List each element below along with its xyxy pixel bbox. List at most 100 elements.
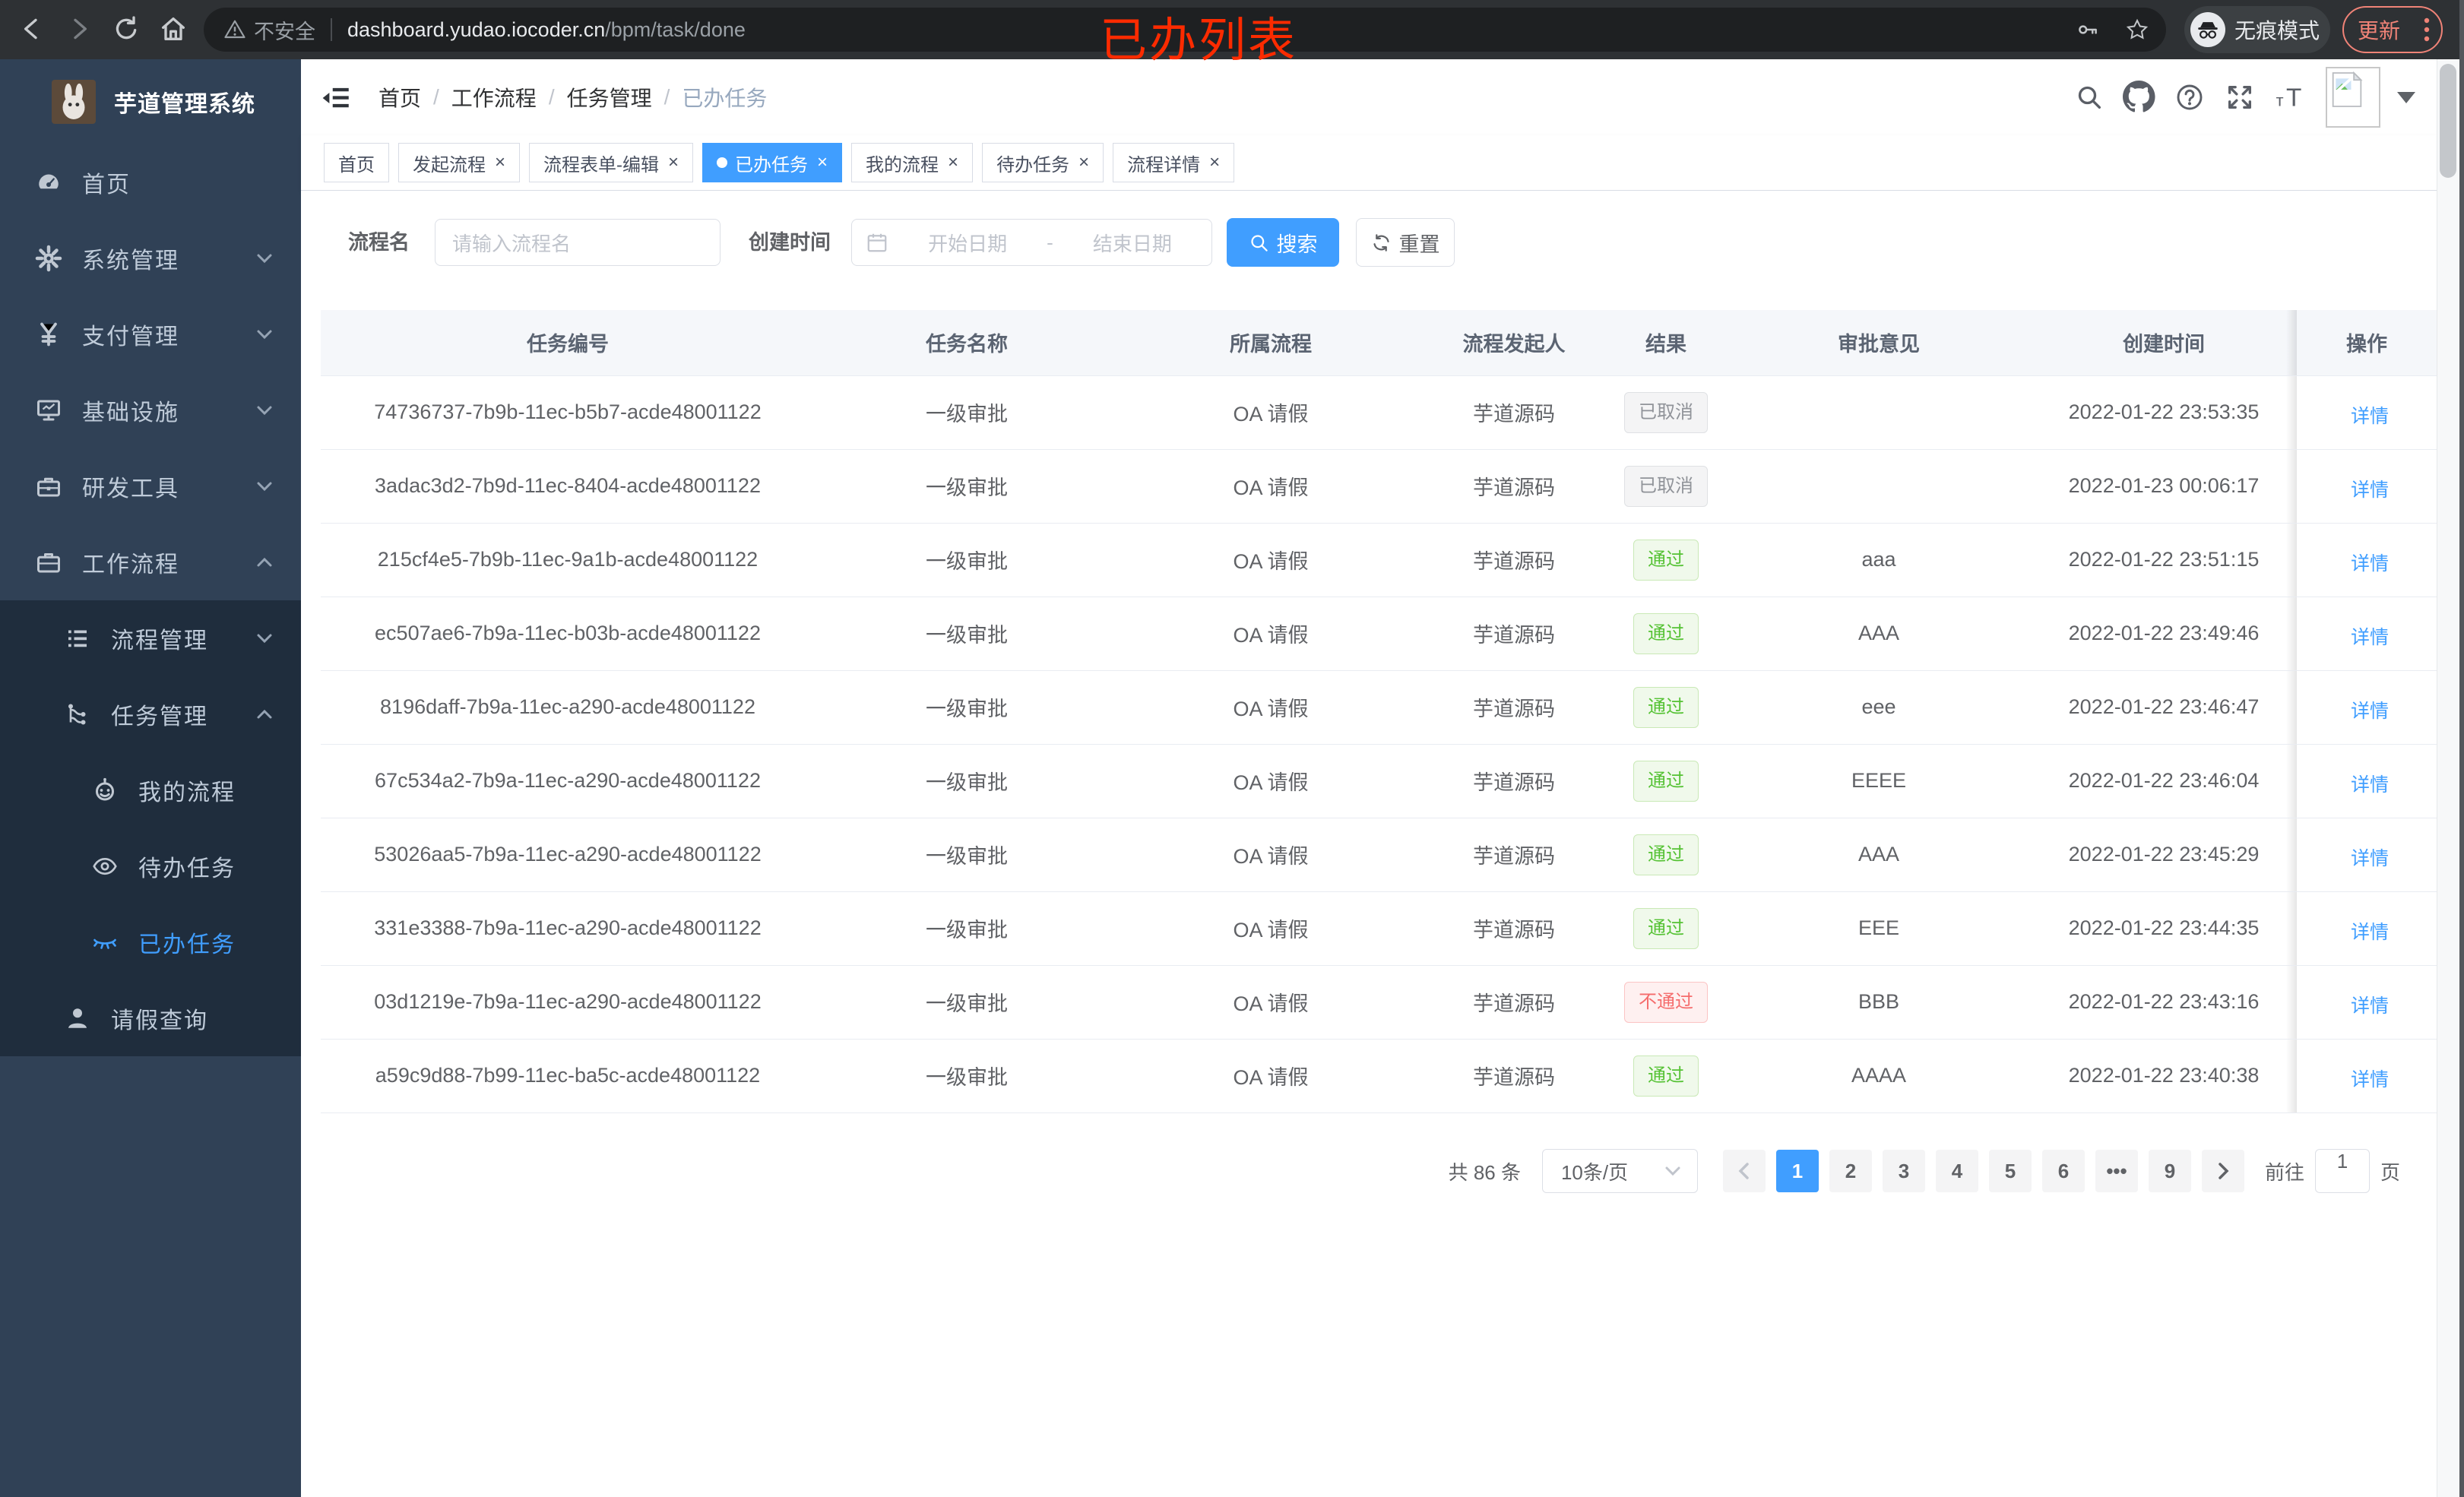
browser-menu-dots-icon[interactable] [2423,17,2431,42]
start-date-field[interactable]: 开始日期 [928,232,1008,255]
sidebar-logo-row[interactable]: 芋道管理系统 [0,59,301,144]
url-host: dashboard.yudao.iocoder.cn [347,17,606,41]
tab-close-icon[interactable]: × [817,152,828,172]
sidebar-item-待办任务[interactable]: 待办任务 [0,828,301,904]
sidebar-item-任务管理[interactable]: 任务管理 [0,676,301,752]
avatar-caret-down-icon[interactable] [2397,91,2415,103]
browser-forward-button[interactable] [64,14,96,46]
view-tab-已办任务[interactable]: 已办任务 × [702,143,843,182]
breadcrumb-item-工作流程[interactable]: 工作流程 [451,87,537,110]
sidebar-item-流程管理[interactable]: 流程管理 [0,600,301,676]
goto-page-input[interactable]: 1 [2314,1149,2370,1193]
detail-button[interactable]: 详情 [2350,774,2389,796]
app-title: 芋道管理系统 [114,92,255,117]
column-header-流程发起人: 流程发起人 [1423,310,1605,376]
github-icon[interactable] [2114,59,2165,135]
detail-button[interactable]: 详情 [2350,700,2389,722]
browser-update-button[interactable]: 更新 [2342,6,2443,53]
detail-button[interactable]: 详情 [2350,995,2389,1017]
next-page-button[interactable] [2201,1150,2244,1192]
result-badge: 通过 [1633,834,1699,875]
sidebar-item-支付管理[interactable]: 支付管理 [0,296,301,372]
page-button-5[interactable]: 5 [1988,1150,2032,1192]
page-size-select[interactable]: 10条/页 [1541,1149,1698,1193]
chevron-down-icon [254,628,275,649]
page-button-6[interactable]: 6 [2041,1150,2085,1192]
breadcrumb-separator: / [664,85,670,109]
detail-button[interactable]: 详情 [2350,552,2389,574]
sidebar-item-工作流程[interactable]: 工作流程 [0,524,301,600]
sidebar-item-研发工具[interactable]: 研发工具 [0,448,301,524]
column-header-所属流程: 所属流程 [1119,310,1423,376]
breadcrumb-separator: / [548,85,555,109]
reset-button[interactable]: 重置 [1356,218,1455,267]
address-bar[interactable]: 不安全 dashboard.yudao.iocoder.cn /bpm/task… [204,8,2166,52]
detail-button[interactable]: 详情 [2350,405,2389,427]
view-tab-我的流程[interactable]: 我的流程 × [851,143,974,182]
saved-password-key-icon[interactable] [2076,18,2099,41]
browser-back-button[interactable] [17,14,49,46]
breadcrumb-item-首页[interactable]: 首页 [378,87,422,110]
header-search-icon[interactable] [2064,59,2114,135]
detail-button[interactable]: 详情 [2350,479,2389,501]
result-badge: 已取消 [1624,391,1708,433]
scrollbar-thumb[interactable] [2440,64,2456,178]
view-tab-首页[interactable]: 首页 [324,143,389,182]
detail-button[interactable]: 详情 [2350,626,2389,648]
sidebar-item-我的流程[interactable]: 我的流程 [0,752,301,828]
view-tab-流程详情[interactable]: 流程详情 × [1113,143,1235,182]
view-tab-流程表单-编辑[interactable]: 流程表单-编辑 × [529,143,694,182]
result-badge: 不通过 [1624,981,1708,1023]
tab-close-icon[interactable]: × [948,152,959,172]
fullscreen-icon[interactable] [2215,59,2265,135]
browser-reload-button[interactable] [111,14,143,46]
column-header-操作: 操作 [2286,310,2437,376]
page-scrollbar[interactable] [2437,59,2459,1497]
breadcrumb-item-任务管理[interactable]: 任务管理 [566,87,652,110]
detail-button[interactable]: 详情 [2350,847,2389,869]
view-tab-待办任务[interactable]: 待办任务 × [982,143,1104,182]
sidebar-item-系统管理[interactable]: 系统管理 [0,220,301,296]
task-id-cell: 67c534a2-7b9a-11ec-a290-acde48001122 [321,744,815,818]
sidebar-item-请假查询[interactable]: 请假查询 [0,980,301,1056]
tab-close-icon[interactable]: × [668,152,679,172]
svg-text:т: т [2276,91,2284,110]
task-id-cell: 8196daff-7b9a-11ec-a290-acde48001122 [321,670,815,745]
eye-icon [91,853,119,880]
chevron-down-icon [254,476,275,497]
page-button-4[interactable]: 4 [1935,1150,1978,1192]
tree-icon [64,701,91,728]
sidebar-collapse-button[interactable] [321,82,353,114]
table-row: 03d1219e-7b9a-11ec-a290-acde48001122 一级审… [321,965,2437,1040]
total-count: 共 86 条 [1448,1160,1521,1184]
page-ellipsis[interactable]: ••• [2095,1150,2138,1192]
tab-close-icon[interactable]: × [1209,152,1221,172]
done-task-table: 任务编号 任务名称 所属流程 流程发起人 结果 审批意见 创建时间 操作 74736737-7… [321,310,2437,1113]
chevron-down-icon [254,248,275,269]
page-button-2[interactable]: 2 [1829,1150,1872,1192]
view-tab-发起流程[interactable]: 发起流程 × [398,143,521,182]
page-button-1[interactable]: 1 [1775,1150,1819,1192]
bookmark-star-icon[interactable] [2125,17,2149,42]
detail-button[interactable]: 详情 [2350,1068,2389,1090]
tab-close-icon[interactable]: × [1078,152,1090,172]
page-button-9[interactable]: 9 [2148,1150,2191,1192]
create-time-label: 创建时间 [749,231,831,254]
help-icon[interactable] [2165,59,2215,135]
process-name-input[interactable]: 请输入流程名 [435,219,721,266]
search-button[interactable]: 搜索 [1227,218,1339,267]
prev-page-button[interactable] [1722,1150,1766,1192]
task-id-cell: a59c9d88-7b99-11ec-ba5c-acde48001122 [321,1039,815,1113]
end-date-field[interactable]: 结束日期 [1092,232,1172,255]
detail-button[interactable]: 详情 [2350,921,2389,943]
sidebar-item-已办任务[interactable]: 已办任务 [0,904,301,980]
avatar[interactable] [2326,67,2380,128]
browser-home-button[interactable] [158,14,190,46]
date-range-input[interactable]: 开始日期 - 结束日期 [851,219,1212,266]
page-button-3[interactable]: 3 [1882,1150,1925,1192]
sidebar-item-基础设施[interactable]: 基础设施 [0,372,301,448]
table-body: 74736737-7b9b-11ec-b5b7-acde48001122 一级审… [321,375,2437,1113]
sidebar-item-首页[interactable]: 首页 [0,144,301,220]
tab-close-icon[interactable]: × [495,152,506,172]
